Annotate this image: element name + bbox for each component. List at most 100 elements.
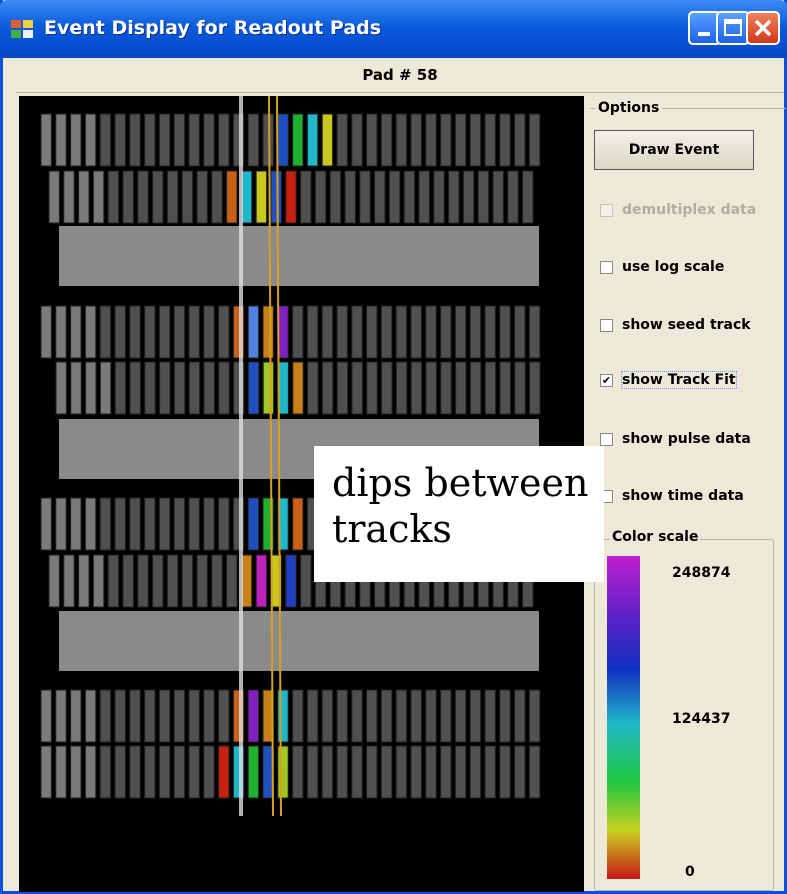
readout-pad xyxy=(321,745,334,799)
readout-pad xyxy=(159,361,171,415)
readout-pad xyxy=(188,689,200,743)
readout-pad xyxy=(380,305,393,359)
readout-pad xyxy=(84,745,97,799)
readout-pad xyxy=(166,554,179,608)
readout-pad xyxy=(403,170,416,224)
readout-pad xyxy=(366,689,378,743)
readout-pad xyxy=(129,305,141,359)
close-icon xyxy=(754,19,772,37)
readout-pad xyxy=(507,170,519,224)
readout-pad xyxy=(410,113,422,167)
readout-pad xyxy=(84,497,97,551)
readout-pad xyxy=(292,113,304,167)
readout-pad xyxy=(226,170,238,224)
readout-pad xyxy=(173,361,186,415)
readout-pad xyxy=(55,113,67,167)
readout-pad xyxy=(218,497,230,551)
readout-pad xyxy=(40,305,52,359)
readout-pad xyxy=(173,497,186,551)
pad-row-block xyxy=(59,611,539,671)
readout-pad xyxy=(262,497,274,551)
readout-pad xyxy=(522,170,534,224)
readout-pad xyxy=(514,689,526,743)
track-fit-line xyxy=(268,96,274,817)
readout-pad xyxy=(277,745,289,799)
use-log-scale-checkbox[interactable]: use log scale xyxy=(600,257,724,277)
readout-pad xyxy=(40,113,52,167)
readout-pad xyxy=(469,361,482,415)
readout-pad xyxy=(440,361,452,415)
show-track-fit-checkbox[interactable]: ✔ show Track Fit xyxy=(600,370,737,390)
readout-pad xyxy=(499,305,511,359)
readout-pad xyxy=(55,361,67,415)
show-time-data-checkbox[interactable]: show time data xyxy=(600,486,744,506)
readout-pad xyxy=(499,689,511,743)
track-fit-line xyxy=(276,96,282,817)
readout-pad xyxy=(469,745,482,799)
readout-pad xyxy=(469,305,482,359)
readout-pad xyxy=(440,113,452,167)
readout-pad xyxy=(40,689,52,743)
readout-pad xyxy=(158,305,171,359)
readout-pad xyxy=(232,305,245,359)
readout-pad xyxy=(321,361,334,415)
readout-pad xyxy=(499,113,511,167)
color-scale-max: 248874 xyxy=(672,565,731,581)
readout-pad xyxy=(55,305,67,359)
readout-pad xyxy=(137,554,149,608)
readout-pad xyxy=(285,170,297,224)
readout-pad xyxy=(144,497,156,551)
readout-pad xyxy=(55,745,67,799)
show-pulse-data-checkbox[interactable]: show pulse data xyxy=(600,429,751,449)
readout-pad xyxy=(336,305,348,359)
checkbox-label: show pulse data xyxy=(622,431,751,447)
readout-pad xyxy=(203,113,215,167)
show-seed-track-checkbox[interactable]: show seed track xyxy=(600,315,751,335)
readout-pad xyxy=(425,113,437,167)
readout-pad xyxy=(84,113,97,167)
readout-pad xyxy=(514,305,526,359)
readout-pad xyxy=(440,745,452,799)
readout-pad xyxy=(410,305,422,359)
readout-pad xyxy=(484,745,496,799)
readout-pad xyxy=(255,554,268,608)
readout-pad xyxy=(129,113,141,167)
readout-pad xyxy=(144,745,156,799)
readout-pad xyxy=(63,554,75,608)
readout-pad xyxy=(381,361,393,415)
readout-pad xyxy=(469,113,482,167)
readout-pad xyxy=(203,497,215,551)
readout-pad xyxy=(321,113,334,167)
readout-pad xyxy=(173,689,186,743)
readout-pad xyxy=(226,554,238,608)
readout-pad xyxy=(528,745,541,799)
checkbox-box xyxy=(600,318,613,332)
readout-pad xyxy=(158,113,171,167)
readout-pad xyxy=(395,745,408,799)
pad-label: Pad # 58 xyxy=(16,58,784,93)
readout-pad xyxy=(78,170,90,224)
options-group-border xyxy=(590,108,786,109)
readout-pad xyxy=(321,689,334,743)
readout-pad xyxy=(277,689,289,743)
readout-pad xyxy=(48,170,60,224)
readout-pad xyxy=(528,689,541,743)
readout-pad xyxy=(514,113,526,167)
readout-pad xyxy=(107,170,120,224)
readout-pad xyxy=(218,305,230,359)
title-bar[interactable]: Event Display for Readout Pads xyxy=(0,0,787,58)
demultiplex-data-checkbox[interactable]: demultiplex data xyxy=(600,200,756,220)
draw-event-button[interactable]: Draw Event xyxy=(594,130,754,170)
readout-pad xyxy=(425,361,437,415)
maximize-button[interactable] xyxy=(716,11,750,45)
readout-pad xyxy=(196,554,208,608)
readout-pad xyxy=(85,361,97,415)
readout-pad xyxy=(307,361,319,415)
annotation-line-1: dips between xyxy=(332,461,589,505)
readout-pad xyxy=(188,497,200,551)
readout-pad xyxy=(232,497,245,551)
readout-pad xyxy=(166,170,179,224)
readout-pad xyxy=(203,745,215,799)
close-button[interactable] xyxy=(746,11,780,45)
